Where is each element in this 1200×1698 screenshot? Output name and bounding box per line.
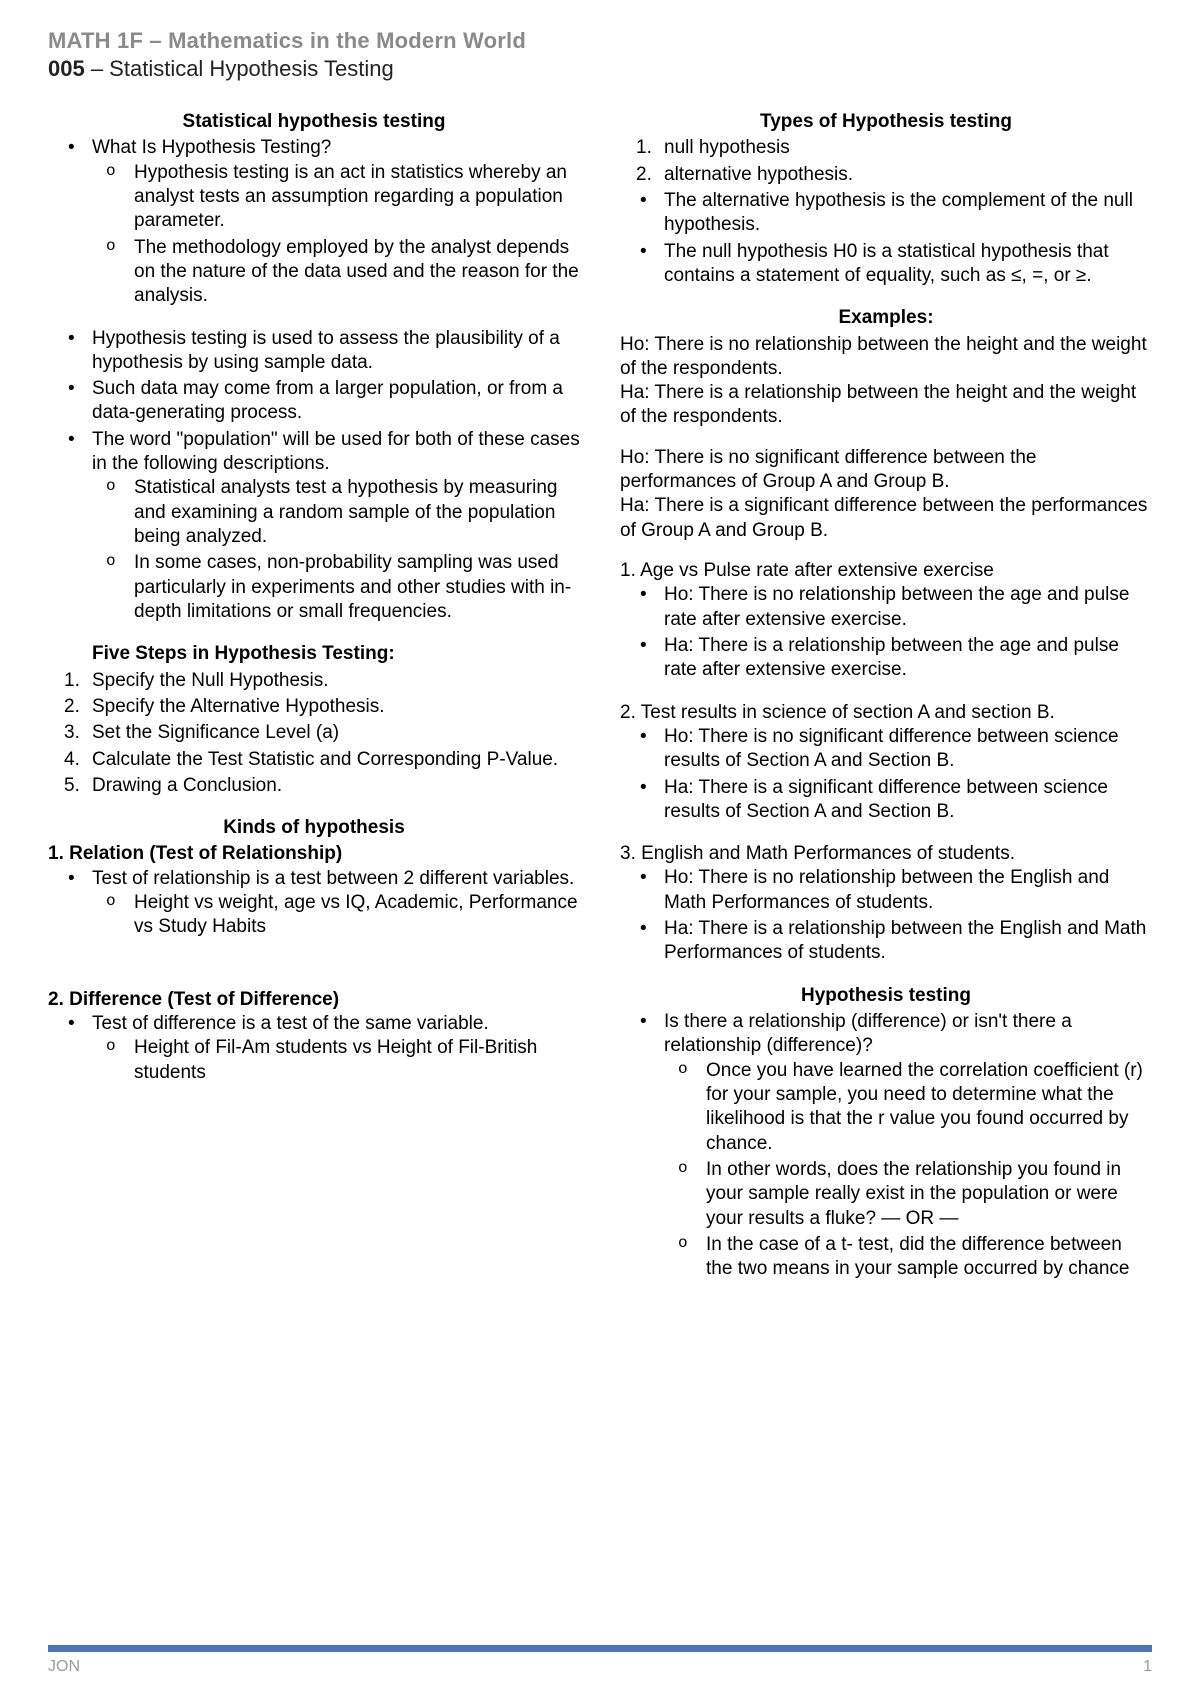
step-item: Specify the Null Hypothesis.: [92, 669, 580, 693]
section-heading: Kinds of hypothesis: [48, 816, 580, 840]
subsection-heading: 2. Difference (Test of Difference): [48, 988, 580, 1012]
list-item: Ha: There is a relationship between the …: [664, 634, 1152, 683]
left-column: Statistical hypothesis testing What Is H…: [48, 110, 580, 1283]
sub-item: In some cases, non-probability sampling …: [134, 551, 580, 624]
sub-item: In the case of a t- test, did the differ…: [706, 1233, 1152, 1282]
step-item: Specify the Alternative Hypothesis.: [92, 695, 580, 719]
section-heading: Examples:: [620, 306, 1152, 330]
step-item: Drawing a Conclusion.: [92, 774, 580, 798]
question-text: 3. English and Math Performances of stud…: [620, 842, 1152, 866]
list-item: Ha: There is a significant difference be…: [664, 776, 1152, 825]
sub-item: In other words, does the relationship yo…: [706, 1158, 1152, 1231]
list-item: The word "population" will be used for b…: [92, 428, 580, 625]
section-heading: Types of Hypothesis testing: [620, 110, 1152, 134]
list-item: alternative hypothesis.: [664, 163, 1152, 187]
text: What Is Hypothesis Testing?: [92, 137, 331, 158]
list-item: Ho: There is no relationship between the…: [664, 583, 1152, 632]
list-item: Ha: There is a relationship between the …: [664, 917, 1152, 966]
footer-bar: [48, 1645, 1152, 1652]
subsection-heading: 1. Relation (Test of Relationship): [48, 842, 580, 866]
step-item: Set the Significance Level (a): [92, 721, 580, 745]
list-item: Hypothesis testing is used to assess the…: [92, 327, 580, 376]
sub-item: Height vs weight, age vs IQ, Academic, P…: [134, 891, 580, 940]
list-item: Test of difference is a test of the same…: [92, 1012, 580, 1085]
list-item: Test of relationship is a test between 2…: [92, 867, 580, 940]
list-item: Is there a relationship (difference) or …: [664, 1010, 1152, 1281]
footer-author: JON: [48, 1658, 80, 1676]
list-item: Ho: There is no significant difference b…: [664, 725, 1152, 774]
section-heading: Statistical hypothesis testing: [48, 110, 580, 134]
text: The word "population" will be used for b…: [92, 429, 580, 474]
text: Test of relationship is a test between 2…: [92, 868, 574, 889]
example-text: Ha: There is a relationship between the …: [620, 381, 1152, 430]
example-text: Ho: There is no relationship between the…: [620, 333, 1152, 382]
sub-item: Hypothesis testing is an act in statisti…: [134, 161, 580, 234]
course-header: MATH 1F – Mathematics in the Modern Worl…: [48, 28, 1152, 54]
list-item: null hypothesis: [664, 136, 1152, 160]
example-text: Ha: There is a significant difference be…: [620, 494, 1152, 543]
sub-item: Once you have learned the correlation co…: [706, 1059, 1152, 1156]
section-heading: Hypothesis testing: [620, 984, 1152, 1008]
unit-title: – Statistical Hypothesis Testing: [85, 56, 394, 81]
unit-number: 005: [48, 56, 85, 81]
footer-page-number: 1: [1143, 1658, 1152, 1676]
example-text: Ho: There is no significant difference b…: [620, 446, 1152, 495]
unit-header: 005 – Statistical Hypothesis Testing: [48, 56, 1152, 82]
sub-item: Height of Fil-Am students vs Height of F…: [134, 1036, 580, 1085]
section-heading: Five Steps in Hypothesis Testing:: [48, 642, 580, 666]
text: Test of difference is a test of the same…: [92, 1013, 489, 1034]
page-footer: JON 1: [0, 1645, 1200, 1676]
text: Is there a relationship (difference) or …: [664, 1011, 1072, 1056]
list-item: Such data may come from a larger populat…: [92, 377, 580, 426]
sub-item: Statistical analysts test a hypothesis b…: [134, 476, 580, 549]
sub-item: The methodology employed by the analyst …: [134, 236, 580, 309]
right-column: Types of Hypothesis testing null hypothe…: [620, 110, 1152, 1283]
question-text: 1. Age vs Pulse rate after extensive exe…: [620, 559, 1152, 583]
list-item: The alternative hypothesis is the comple…: [664, 189, 1152, 238]
list-item: The null hypothesis H0 is a statistical …: [664, 240, 1152, 289]
list-item: Ho: There is no relationship between the…: [664, 866, 1152, 915]
step-item: Calculate the Test Statistic and Corresp…: [92, 748, 580, 772]
question-text: 2. Test results in science of section A …: [620, 701, 1152, 725]
list-item: What Is Hypothesis Testing? Hypothesis t…: [92, 136, 580, 308]
